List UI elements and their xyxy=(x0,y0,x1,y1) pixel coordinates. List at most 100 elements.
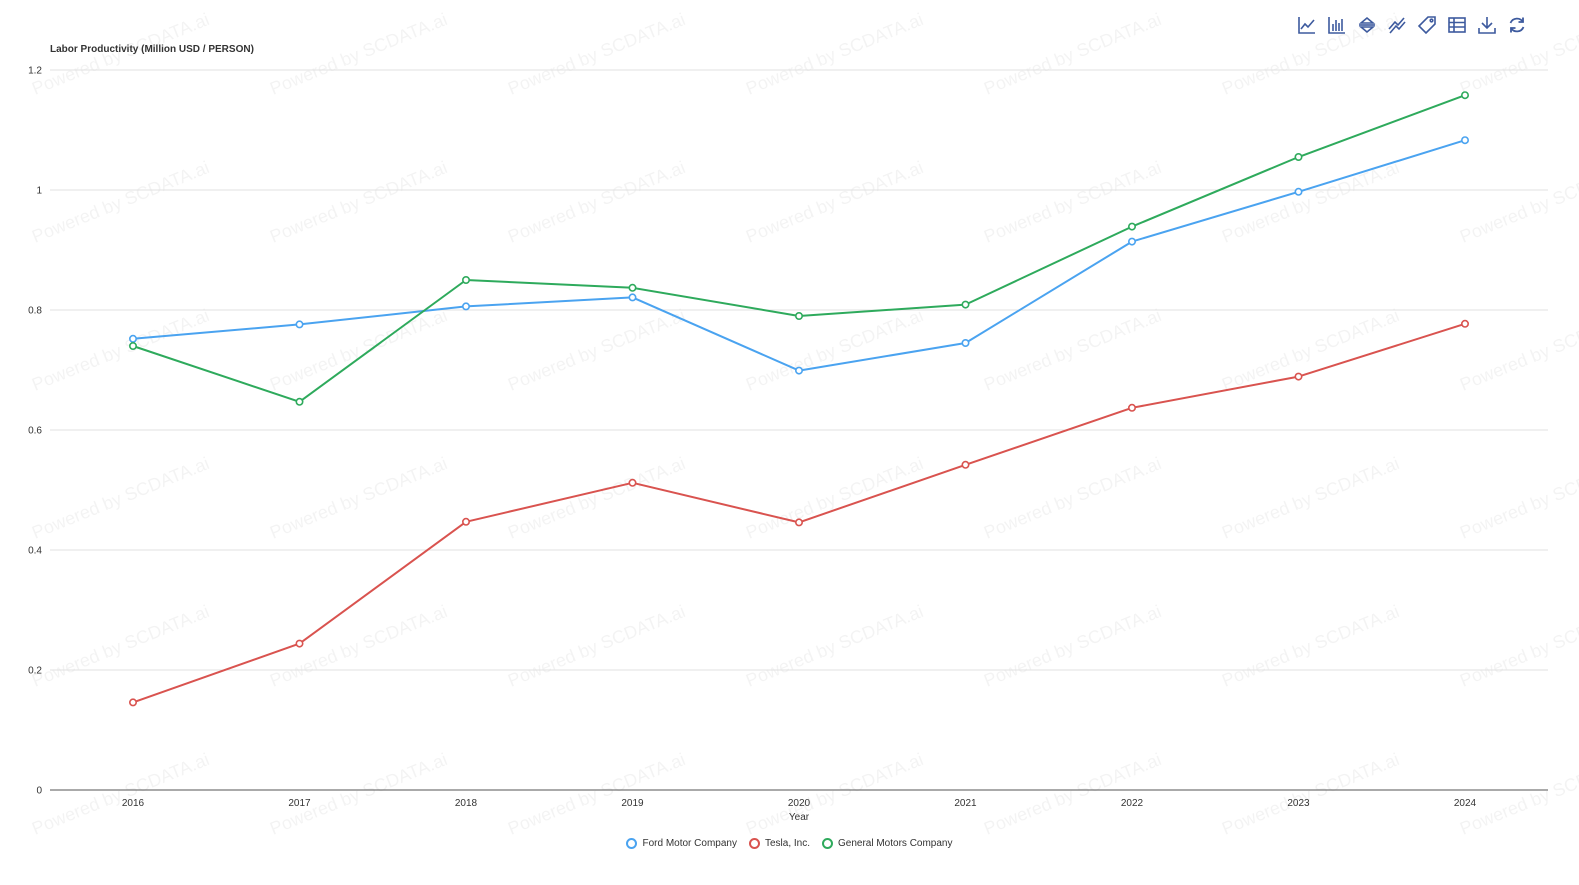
legend-label: Tesla, Inc. xyxy=(764,838,810,849)
sort-button[interactable] xyxy=(1356,14,1378,36)
watermark-text: Powered by SCDATA.ai xyxy=(743,749,926,838)
data-point xyxy=(1128,403,1137,412)
y-tick-label: 1 xyxy=(36,186,42,197)
legend-marker-icon xyxy=(748,838,760,849)
y-tick-label: 0 xyxy=(36,786,42,797)
line-chart-button[interactable] xyxy=(1296,14,1318,36)
watermark-layer: Powered by SCDATA.ai Powered by SCDATA.ai… xyxy=(29,9,1579,838)
data-point xyxy=(794,311,803,320)
watermark-text: Powered by SCDATA.ai xyxy=(1219,157,1402,246)
data-point xyxy=(961,300,970,309)
watermark-text: Powered by SCDATA.ai xyxy=(743,157,926,246)
data-point xyxy=(961,338,970,347)
tag-button[interactable] xyxy=(1416,14,1438,36)
x-tick-label: 2022 xyxy=(1121,798,1144,809)
bar-chart-button[interactable] xyxy=(1326,14,1348,36)
watermark-text: Powered by SCDATA.ai xyxy=(981,305,1164,394)
x-tick-label: 2021 xyxy=(954,798,977,809)
watermark-text: Powered by SCDATA.ai xyxy=(981,9,1164,98)
series-line xyxy=(132,139,1466,372)
download-icon xyxy=(1478,17,1496,34)
y-tick-label: 1.2 xyxy=(28,66,42,77)
data-point xyxy=(628,293,637,302)
watermark-text: Powered by SCDATA.ai xyxy=(981,157,1164,246)
watermark-text: Powered by SCDATA.ai xyxy=(267,157,450,246)
watermark-text: Powered by SCDATA.ai xyxy=(1219,453,1402,542)
watermark-text: Powered by SCDATA.ai xyxy=(29,453,212,542)
watermark-text: Powered by SCDATA.ai xyxy=(981,601,1164,690)
x-tick-label: 2023 xyxy=(1287,798,1310,809)
x-tick-label: 2020 xyxy=(788,798,811,809)
data-point xyxy=(794,518,803,527)
watermark-text: Powered by SCDATA.ai xyxy=(743,9,926,98)
data-point xyxy=(295,320,304,329)
tag-icon xyxy=(1417,16,1436,35)
data-point xyxy=(1294,372,1303,381)
legend-item[interactable]: General Motors Company xyxy=(822,838,953,849)
watermark-text: Powered by SCDATA.ai xyxy=(505,601,688,690)
line-chart-icon xyxy=(1298,17,1315,34)
watermark-text: Powered by SCDATA.ai xyxy=(505,9,688,98)
watermark-text: Powered by SCDATA.ai xyxy=(505,453,688,542)
chart-legend: Ford Motor Company Tesla, Inc. General Mot… xyxy=(0,838,1579,849)
x-tick-label: 2017 xyxy=(288,798,311,809)
data-point xyxy=(129,334,138,343)
data-point xyxy=(1461,91,1470,100)
axes: 0 0.2 0.4 0.6 0.8 1 1.2 2016 2017 2018 2019 2020 202… xyxy=(28,66,1548,809)
download-button[interactable] xyxy=(1476,14,1498,36)
data-point xyxy=(461,302,470,311)
watermark-text: Powered by SCDATA.ai xyxy=(1457,157,1579,246)
data-point xyxy=(1294,153,1303,162)
watermark-text: Powered by SCDATA.ai xyxy=(505,305,688,394)
watermark-text: Powered by SCDATA.ai xyxy=(29,305,212,394)
x-tick-label: 2019 xyxy=(621,798,644,809)
legend-marker-icon xyxy=(626,838,638,849)
x-tick-label: 2018 xyxy=(455,798,478,809)
data-point xyxy=(461,517,470,526)
sort-icon xyxy=(1358,16,1376,34)
data-point xyxy=(1461,136,1470,145)
watermark-text: Powered by SCDATA.ai xyxy=(1457,453,1579,542)
data-point xyxy=(461,275,470,284)
data-point xyxy=(129,698,138,707)
table-button[interactable] xyxy=(1446,14,1468,36)
watermark-text: Powered by SCDATA.ai xyxy=(29,749,212,838)
watermark-text: Powered by SCDATA.ai xyxy=(981,749,1164,838)
trend-icon xyxy=(1388,17,1406,34)
watermark-text: Powered by SCDATA.ai xyxy=(743,601,926,690)
watermark-text: Powered by SCDATA.ai xyxy=(1219,749,1402,838)
data-point xyxy=(628,283,637,292)
watermark-text: Powered by SCDATA.ai xyxy=(29,601,212,690)
watermark-text: Powered by SCDATA.ai xyxy=(743,305,926,394)
data-point xyxy=(961,460,970,469)
watermark-text: Powered by SCDATA.ai xyxy=(981,453,1164,542)
data-point xyxy=(794,366,803,375)
watermark-text: Powered by SCDATA.ai xyxy=(267,453,450,542)
x-axis-title: Year xyxy=(789,812,810,823)
data-point xyxy=(1128,222,1137,231)
table-icon xyxy=(1448,17,1466,33)
watermark-text: Powered by SCDATA.ai xyxy=(743,453,926,542)
x-tick-label: 2024 xyxy=(1454,798,1477,809)
y-tick-label: 0.6 xyxy=(28,426,42,437)
data-point xyxy=(295,397,304,406)
watermark-text: Powered by SCDATA.ai xyxy=(1219,601,1402,690)
trend-button[interactable] xyxy=(1386,14,1408,36)
legend-item[interactable]: Tesla, Inc. xyxy=(748,838,810,849)
watermark-text: Powered by SCDATA.ai xyxy=(29,157,212,246)
data-point xyxy=(295,639,304,648)
refresh-icon xyxy=(1509,17,1525,33)
y-axis-title: Labor Productivity (Million USD / PERSON… xyxy=(50,44,254,55)
legend-label: Ford Motor Company xyxy=(642,838,737,849)
watermark-text: Powered by SCDATA.ai xyxy=(1457,601,1579,690)
data-point xyxy=(628,478,637,487)
watermark-text: Powered by SCDATA.ai xyxy=(505,157,688,246)
legend-item[interactable]: Ford Motor Company xyxy=(626,838,737,849)
refresh-button[interactable] xyxy=(1506,14,1528,36)
watermark-text: Powered by SCDATA.ai xyxy=(505,749,688,838)
watermark-text: Powered by SCDATA.ai xyxy=(1457,749,1579,838)
bar-chart-icon xyxy=(1328,17,1345,34)
data-point xyxy=(1128,237,1137,246)
series-layer xyxy=(129,91,1470,707)
